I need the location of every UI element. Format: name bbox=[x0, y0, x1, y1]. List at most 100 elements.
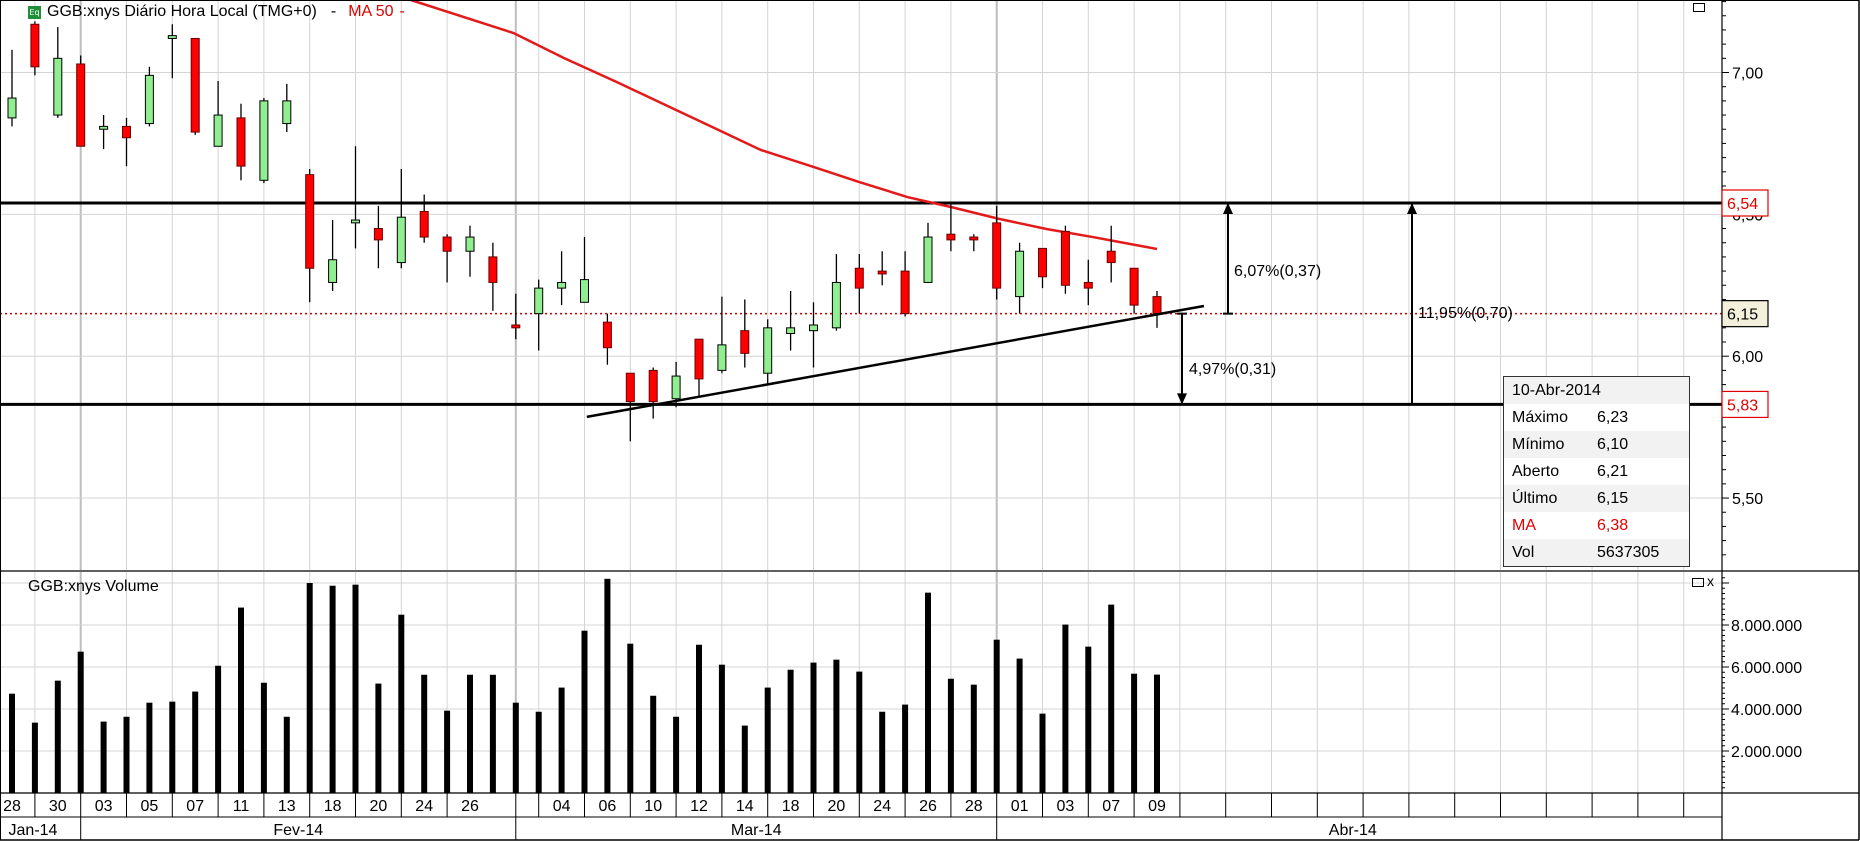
volume-bar bbox=[352, 584, 359, 793]
volume-bar bbox=[306, 583, 313, 793]
volume-bar bbox=[146, 702, 153, 793]
volume-tick-label: 6.000.000 bbox=[1731, 660, 1802, 677]
volume-bar bbox=[718, 664, 725, 793]
candle-down bbox=[648, 369, 658, 403]
measure-range-arrow-head bbox=[1407, 203, 1417, 215]
price-tick-label: 7,00 bbox=[1732, 66, 1763, 83]
info-label: MA bbox=[1512, 517, 1536, 534]
date-tick-label: 13 bbox=[278, 798, 296, 815]
info-value: 6,23 bbox=[1597, 409, 1629, 426]
info-value: 6,38 bbox=[1597, 517, 1629, 534]
measure-up-label: 6,07%(0,37) bbox=[1234, 263, 1321, 280]
candle-down bbox=[854, 267, 864, 289]
ma-indicator-label[interactable]: MA 50 bbox=[348, 3, 394, 20]
candle-down bbox=[694, 338, 704, 380]
month-label: Abr-14 bbox=[1329, 822, 1377, 839]
volume-bar bbox=[31, 722, 38, 793]
lower-level-price-label: 5,83 bbox=[1727, 397, 1758, 414]
candle-down bbox=[969, 236, 979, 241]
volume-bar bbox=[1085, 646, 1092, 793]
candle-up bbox=[923, 236, 933, 283]
title-dropdown[interactable]: - bbox=[330, 3, 337, 20]
candle-up bbox=[282, 100, 292, 125]
date-tick-label: 24 bbox=[873, 798, 891, 815]
date-tick-label: 14 bbox=[736, 798, 754, 815]
volume-bar bbox=[925, 592, 931, 793]
info-label: Vol bbox=[1512, 544, 1535, 561]
volume-bar bbox=[260, 682, 267, 793]
volume-bar bbox=[100, 721, 107, 793]
volume-bar bbox=[215, 665, 222, 793]
info-label: Mínimo bbox=[1512, 436, 1565, 453]
volume-bar bbox=[558, 687, 565, 793]
date-tick-label: 11 bbox=[233, 798, 250, 815]
maximize-volume-pane-button[interactable] bbox=[1692, 578, 1704, 587]
measure-down-label: 4,97%(0,31) bbox=[1189, 361, 1276, 378]
info-box: 10-Abr-2014 Máximo 6,23 Mínimo 6,10 Aberto… bbox=[1503, 376, 1690, 567]
info-value: 6,15 bbox=[1597, 490, 1629, 507]
volume-bar bbox=[54, 680, 61, 793]
volume-bar bbox=[9, 693, 15, 793]
date-tick-label: 03 bbox=[1057, 798, 1075, 815]
info-label: Aberto bbox=[1512, 463, 1560, 480]
ma-indicator-dropdown[interactable]: - bbox=[399, 3, 405, 20]
candle-down bbox=[30, 23, 40, 68]
volume-bar bbox=[192, 691, 199, 793]
volume-bar bbox=[810, 662, 817, 793]
candle-up bbox=[717, 344, 727, 371]
volume-bar bbox=[833, 659, 840, 793]
date-tick-label: 06 bbox=[599, 798, 617, 815]
volume-bar bbox=[741, 725, 748, 793]
volume-bar bbox=[398, 614, 405, 793]
volume-bar bbox=[489, 674, 496, 793]
candle-up bbox=[53, 57, 63, 116]
info-value: 5637305 bbox=[1597, 544, 1660, 561]
candle-up bbox=[786, 327, 796, 335]
maximize-price-pane-button[interactable] bbox=[1693, 3, 1705, 12]
chart-title: GGB:xnys Diário Hora Local (TMG+0) bbox=[47, 3, 317, 20]
volume-bar bbox=[123, 716, 130, 793]
candle-up bbox=[671, 375, 681, 400]
volume-bar bbox=[169, 701, 176, 793]
info-date-row: 10-Abr-2014 bbox=[1504, 377, 1689, 404]
volume-bar bbox=[879, 711, 886, 793]
volume-bar bbox=[535, 711, 542, 793]
upper-level-price-label-box bbox=[1721, 189, 1769, 217]
candle-down bbox=[1038, 247, 1047, 278]
volume-bar bbox=[467, 674, 473, 793]
volume-bar bbox=[329, 585, 336, 793]
close-volume-pane-button[interactable]: x bbox=[1707, 573, 1714, 589]
candle-up bbox=[351, 219, 360, 224]
info-date: 10-Abr-2014 bbox=[1512, 382, 1601, 399]
candle-down bbox=[625, 372, 635, 403]
date-tick-label: 04 bbox=[553, 798, 571, 815]
trendline[interactable] bbox=[586, 304, 1205, 419]
candle-up bbox=[465, 236, 475, 252]
date-tick-label: 26 bbox=[919, 798, 937, 815]
measure-range-label: 11,95%(0,70) bbox=[1418, 305, 1513, 322]
candle-up bbox=[1015, 250, 1025, 298]
volume-bars bbox=[9, 578, 1160, 793]
equity-icon: Eq bbox=[28, 5, 41, 19]
candle-down bbox=[373, 228, 383, 241]
candle-down bbox=[305, 174, 315, 269]
candle-up bbox=[396, 216, 406, 264]
volume-title: GGB:xnys Volume bbox=[28, 578, 159, 595]
volume-bar bbox=[947, 678, 954, 793]
drawings[interactable]: 6,07%(0,37) 4,97%(0,31) 11,95%(0,70) bbox=[586, 203, 1513, 419]
volume-bar bbox=[1016, 658, 1023, 793]
candle-down bbox=[1129, 267, 1139, 306]
lower-level-price-label-box bbox=[1721, 390, 1769, 419]
date-tick-label: 26 bbox=[461, 798, 479, 815]
date-tick-label: 07 bbox=[1102, 798, 1120, 815]
upper-level-price-label: 6,54 bbox=[1727, 196, 1758, 213]
info-row: MA 6,38 bbox=[1504, 512, 1689, 539]
candle-down bbox=[602, 321, 612, 349]
month-label: Fev-14 bbox=[273, 822, 323, 839]
volume-bar bbox=[77, 651, 84, 793]
volume-bar bbox=[1062, 624, 1069, 793]
candle-up bbox=[580, 279, 589, 303]
last-price-label-box bbox=[1721, 300, 1769, 328]
